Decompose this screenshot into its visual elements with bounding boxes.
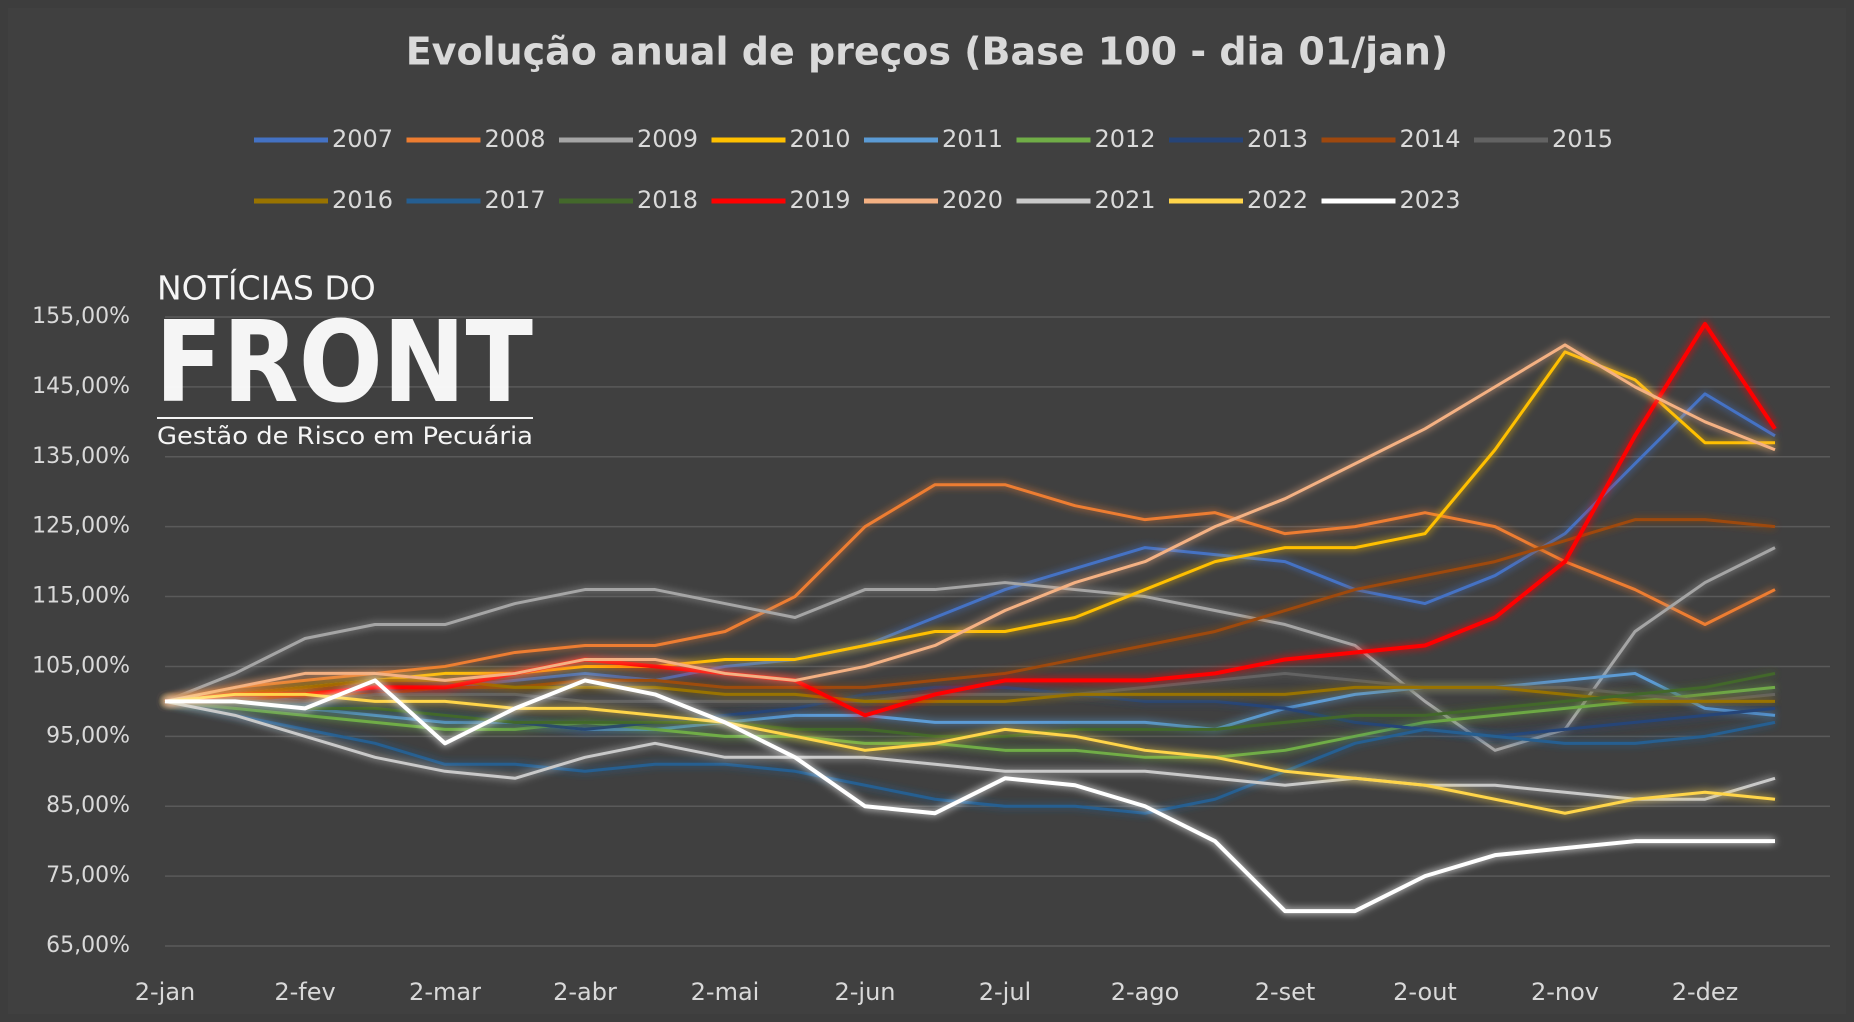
legend-label: 2013 [1247, 125, 1308, 153]
legend-label: 2018 [637, 186, 698, 214]
legend-label: 2014 [1400, 125, 1461, 153]
legend-label: 2008 [485, 125, 546, 153]
legend-label: 2011 [942, 125, 1003, 153]
series-line [164, 321, 1777, 718]
y-tick-label: 125,00% [32, 514, 130, 539]
x-tick-label: 2-mar [409, 978, 481, 1006]
legend-label: 2021 [1095, 186, 1156, 214]
y-tick-label: 75,00% [46, 863, 130, 888]
series-line [164, 350, 1775, 703]
x-tick-label: 2-jun [834, 978, 895, 1006]
grid: 65,00% 75,00% 85,00% 95,00% 105,00% 115,00% 12… [32, 304, 1830, 1006]
x-tick-label: 2-dez [1672, 978, 1739, 1006]
y-tick-label: 95,00% [46, 723, 130, 748]
legend-label: 2023 [1400, 186, 1461, 214]
legend-label: 2020 [942, 186, 1003, 214]
x-tick-label: 2-jul [979, 978, 1031, 1006]
x-tick-label: 2-ago [1111, 978, 1180, 1006]
legend: 2007 2008 2009 2010 2011 2012 2013 2014 2015 2016… [254, 125, 1613, 214]
legend-label: 2010 [790, 125, 851, 153]
legend-label: 2012 [1095, 125, 1156, 153]
x-tick-label: 2-set [1255, 978, 1316, 1006]
x-tick-label: 2-jan [135, 978, 196, 1006]
plot-frame [8, 8, 1846, 1014]
y-tick-label: 135,00% [32, 444, 130, 469]
x-tick-label: 2-fev [274, 978, 335, 1006]
chart-title: Evolução anual de preços (Base 100 - dia… [406, 30, 1449, 74]
series-line [164, 692, 1776, 815]
series-line [164, 343, 1776, 703]
legend-label: 2015 [1552, 125, 1613, 153]
legend-label: 2022 [1247, 186, 1308, 214]
series-line [164, 699, 1776, 801]
x-tick-label: 2-nov [1531, 978, 1599, 1006]
y-tick-label: 115,00% [32, 584, 130, 609]
logo: NOTÍCIAS DO FRONT Gestão de Risco em Pec… [155, 268, 533, 450]
y-tick-label: 155,00% [32, 304, 130, 329]
series-line [164, 483, 1776, 703]
legend-label: 2017 [485, 186, 546, 214]
legend-label: 2009 [637, 125, 698, 153]
y-tick-label: 105,00% [32, 653, 130, 678]
logo-sub: Gestão de Risco em Pecuária [157, 422, 533, 450]
y-tick-label: 145,00% [32, 374, 130, 399]
series-line [164, 699, 1776, 815]
series-line [164, 685, 1776, 759]
lines [164, 321, 1777, 914]
logo-main: FRONT [155, 298, 533, 428]
x-tick-label: 2-mai [691, 978, 760, 1006]
logo-top: NOTÍCIAS DO [157, 268, 376, 308]
y-tick-label: 85,00% [46, 793, 130, 818]
legend-label: 2007 [332, 125, 393, 153]
x-tick-label: 2-out [1393, 978, 1457, 1006]
y-tick-label: 65,00% [46, 933, 130, 958]
x-tick-label: 2-abr [553, 978, 617, 1006]
legend-label: 2019 [790, 186, 851, 214]
series-line [164, 546, 1776, 752]
legend-label: 2016 [332, 186, 393, 214]
series-line [165, 678, 1775, 914]
